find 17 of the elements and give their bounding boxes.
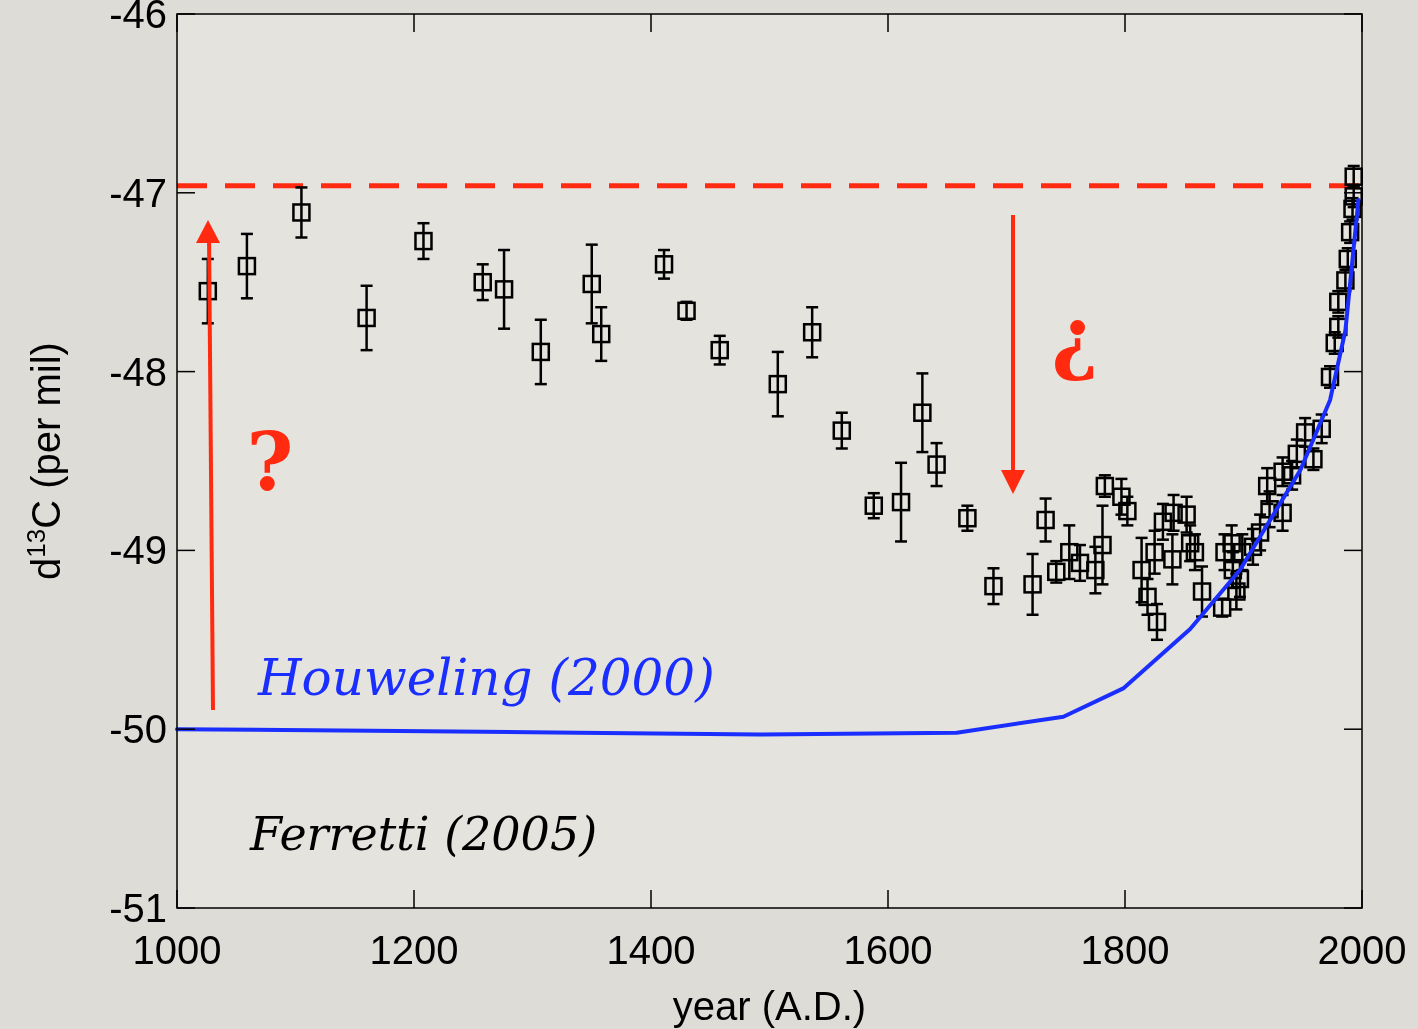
y-tick-label: -51 — [109, 886, 167, 930]
y-tick-label: -50 — [109, 707, 167, 752]
x-tick-label: 1000 — [132, 928, 222, 972]
x-tick-label: 1400 — [606, 928, 696, 972]
y-tick-label: -47 — [109, 170, 167, 215]
y-tick-label: -46 — [109, 0, 167, 36]
text: Ferretti (2005) — [249, 807, 598, 861]
x-axis-title: year (A.D.) — [672, 984, 867, 1028]
annotation: ¿ — [1051, 290, 1099, 384]
series-label: Houweling (2000) — [257, 649, 715, 707]
y-tick-label: -49 — [109, 528, 167, 573]
x-tick-label: 2000 — [1317, 928, 1407, 972]
x-tick-label: 1200 — [369, 928, 459, 972]
x-tick-label: 1800 — [1080, 928, 1170, 972]
y-tick-label: -48 — [109, 349, 167, 394]
x-tick-label: 1600 — [843, 928, 933, 972]
annotation: ? — [246, 415, 294, 509]
